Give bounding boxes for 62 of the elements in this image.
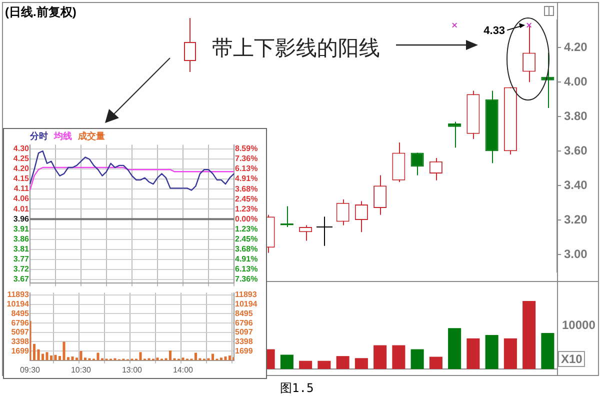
y2-tick-label: 0.00% (235, 214, 258, 224)
y-tick-label: 3.96 (13, 214, 30, 224)
x-tick-label: 14:00 (172, 365, 194, 374)
text: 成交量 (78, 132, 105, 142)
y2-tick-label: 6.13% (235, 164, 258, 174)
y-tick-label: 4.01 (13, 204, 30, 214)
y2-tick-label: 6.13% (235, 264, 258, 274)
y2-tick-label: 1.23% (235, 224, 258, 234)
y-tick-label: 4.30 (13, 144, 30, 153)
y2-tick-label: 8495 (235, 308, 254, 318)
y-tick-label: 11893 (7, 290, 30, 300)
y-tick-label: 4.25 (13, 154, 30, 164)
y2-tick-label: 2.45% (235, 194, 258, 204)
y2-tick-label: 3.68% (235, 184, 258, 194)
y-tick-label: 6796 (11, 318, 30, 328)
y2-tick-label: 1.23% (235, 204, 258, 214)
text: X10 (558, 351, 586, 367)
y-tick-label: 3.81 (13, 244, 30, 254)
y2-tick-label: 11893 (235, 290, 258, 300)
x-tick-label: 10:30 (70, 365, 92, 374)
y-tick-label: 3.86 (13, 234, 30, 244)
y2-tick-label: 4.91% (235, 174, 258, 184)
y-tick-label: 4.11 (14, 184, 30, 194)
y-tick-label: 4.20 (13, 164, 30, 174)
y2-tick-label: 6796 (235, 318, 254, 328)
y-tick-label: 3.77 (13, 254, 30, 264)
x-tick-label: 09:30 (20, 365, 41, 374)
y2-tick-label: 3398 (235, 336, 254, 346)
y-tick-label: 3.80 (564, 108, 588, 123)
y2-tick-label: 1699 (235, 346, 254, 356)
series-label: 分时 (30, 132, 48, 142)
y-tick-label: 3.40 (564, 178, 588, 192)
y2-tick-label: 5097 (235, 328, 254, 337)
y2-tick-label: 7.36% (235, 274, 258, 284)
y2-tick-label: 10194 (235, 300, 258, 309)
y-tick-label: 3.60 (564, 143, 588, 158)
y-tick-label: 3398 (11, 336, 30, 346)
y-tick-label: 3.91 (13, 224, 30, 234)
x-tick-label: 13:00 (122, 365, 143, 374)
y-tick-label: 4.00 (564, 74, 588, 88)
y-tick-label: 3.72 (13, 264, 30, 274)
y2-tick-label: 7.36% (235, 154, 258, 164)
y2-tick-label: 2.45% (235, 234, 258, 244)
y-tick-label: 3.67 (13, 274, 30, 284)
y2-tick-label: 3.68% (235, 244, 258, 254)
y-tick-label: 3.20 (564, 212, 588, 226)
y-tick-label: 1699 (11, 346, 30, 356)
y-tick-label: 3.00 (564, 246, 588, 261)
text: 均线 (54, 132, 72, 142)
y-tick-label: 5097 (11, 328, 30, 337)
text: (日线.前复权) (5, 4, 76, 21)
y2-tick-label: 4.91% (235, 254, 258, 264)
y-tick-label: 4.15 (13, 174, 30, 184)
annotation: 带上下影线的阳线 (212, 35, 380, 62)
y2-tick-label: 8.59% (235, 144, 258, 154)
y-tick-label: 8495 (11, 308, 30, 318)
y-tick-label: 4.06 (13, 194, 30, 204)
caption: 图1.5 (280, 380, 314, 397)
y-tick-label: 4.20 (564, 40, 588, 54)
annotation: 4.33 (484, 25, 506, 38)
text: 10000 (562, 318, 596, 332)
y-tick-label: 10194 (6, 300, 30, 309)
